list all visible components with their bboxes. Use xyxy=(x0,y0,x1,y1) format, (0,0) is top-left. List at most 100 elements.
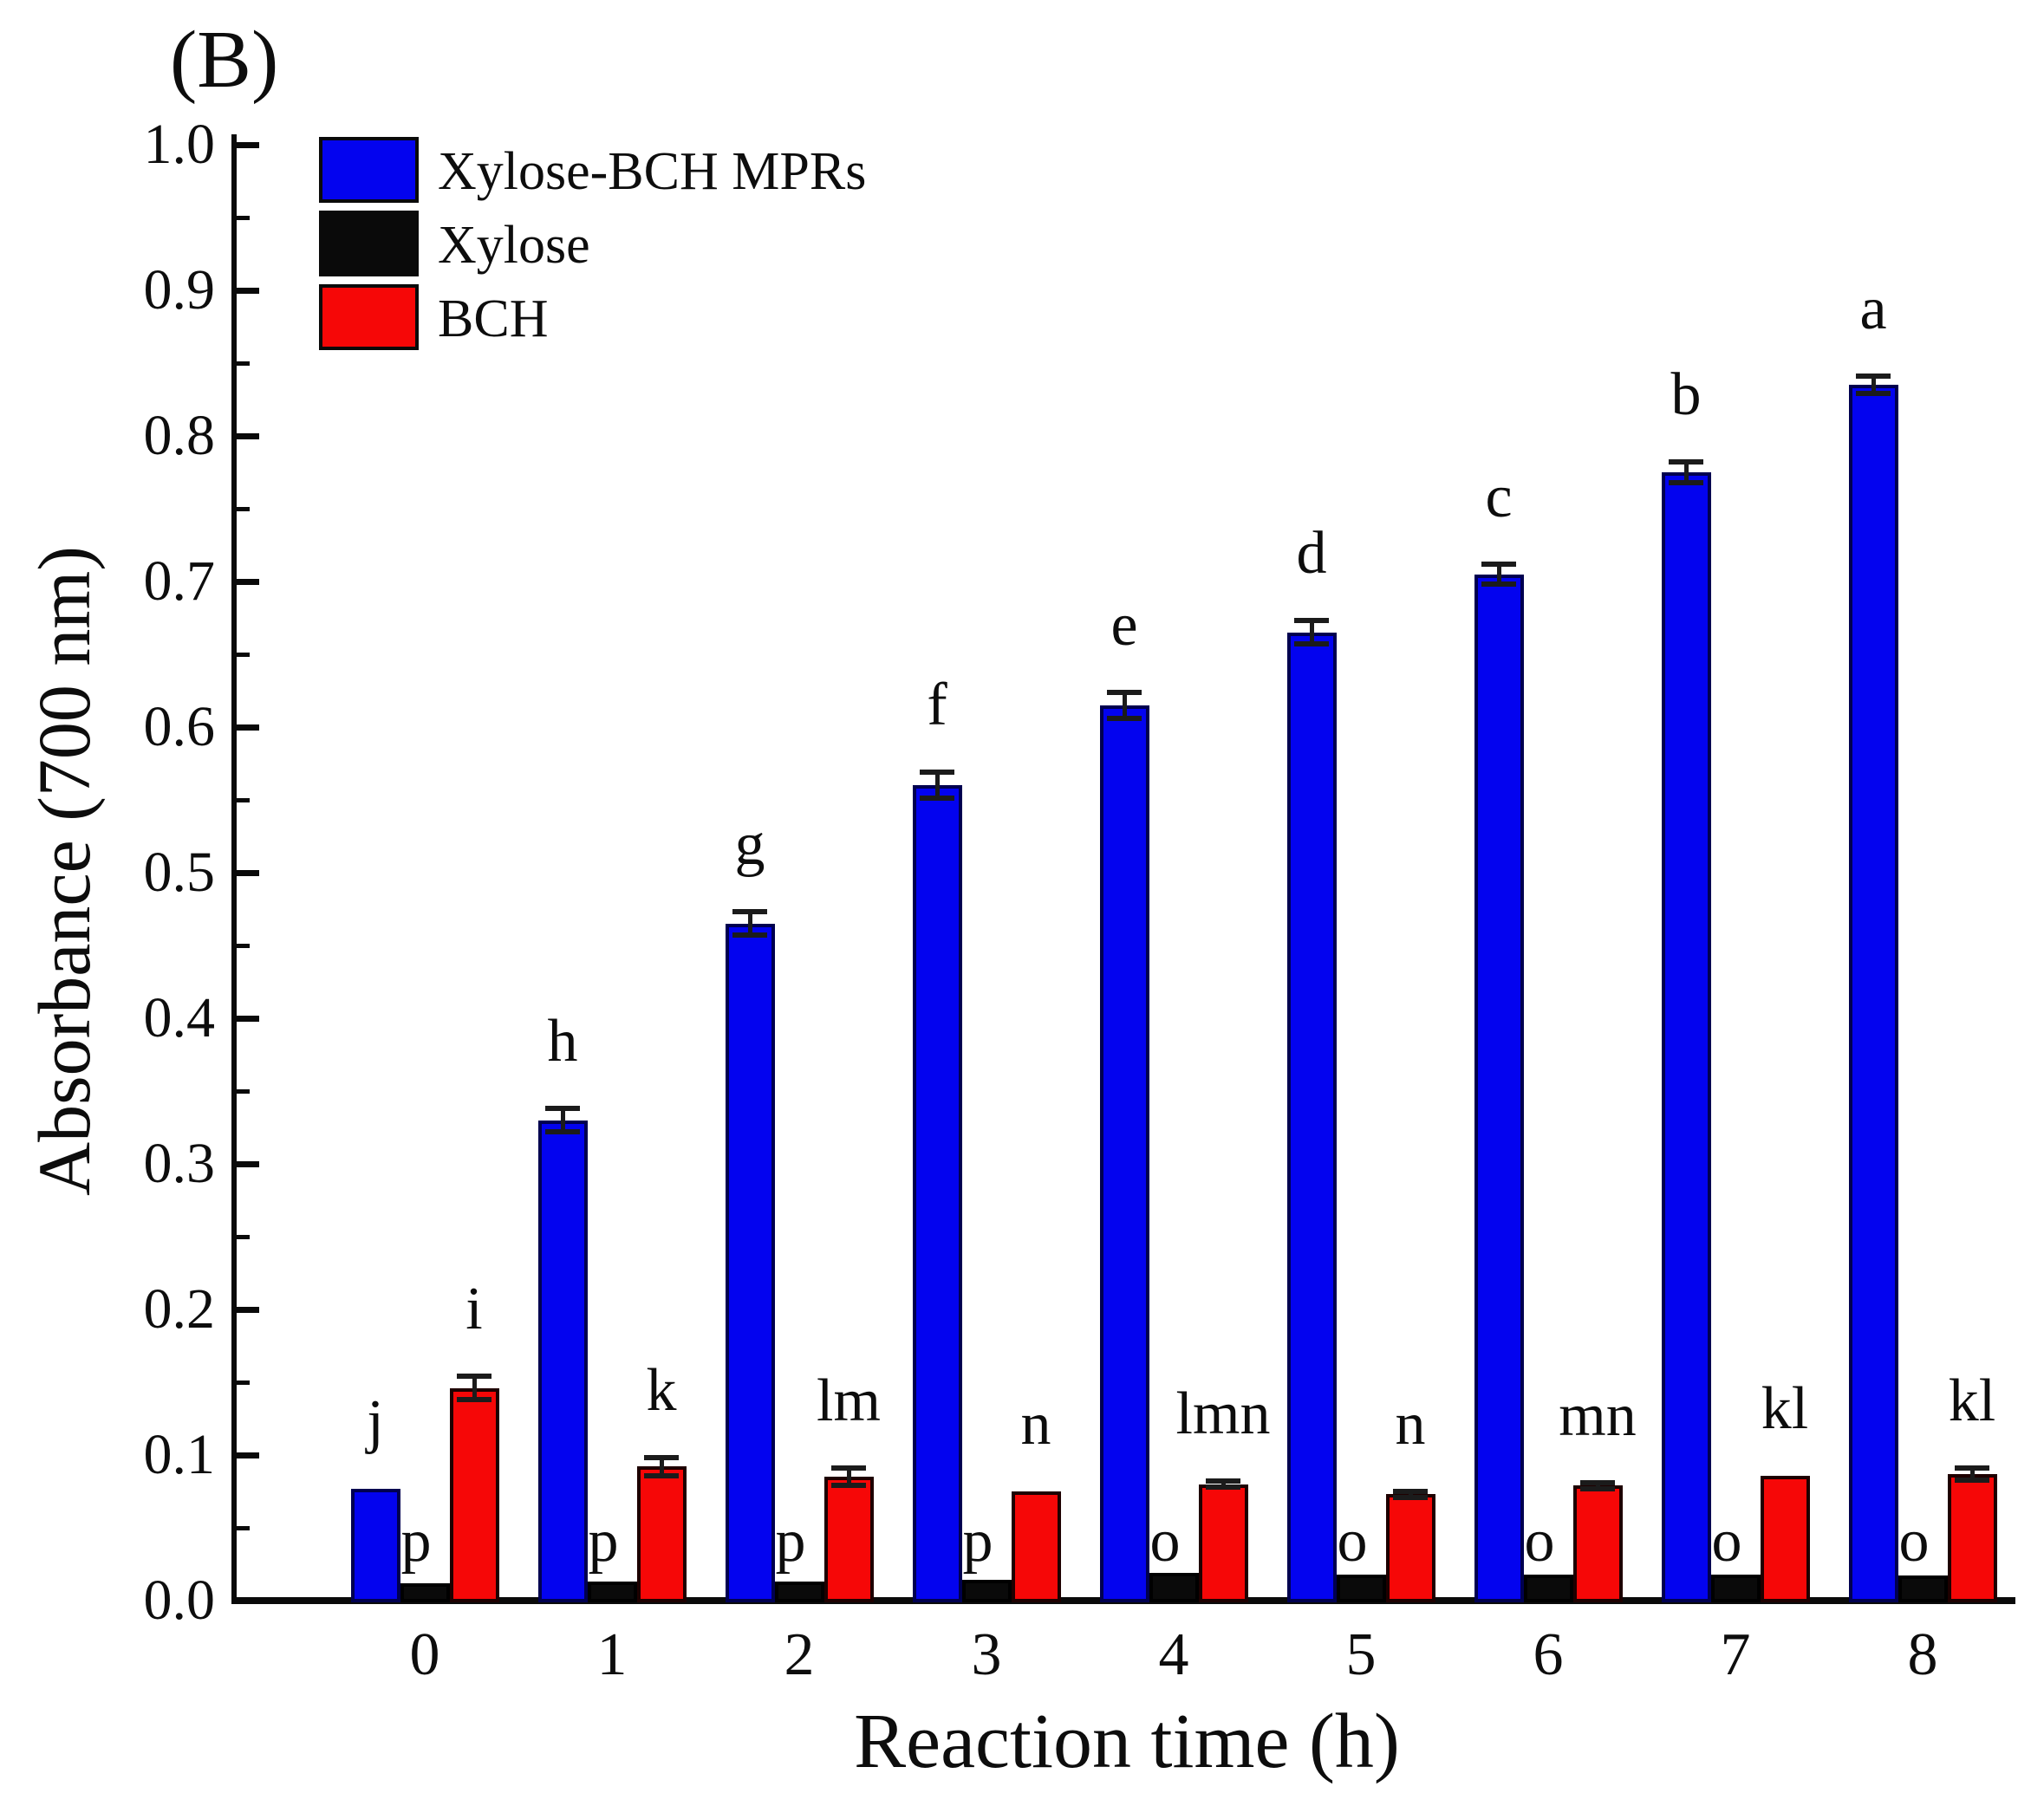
error-bar xyxy=(1496,563,1501,585)
error-bar-cap-bottom xyxy=(920,796,954,802)
y-axis-tick-label: 0.6 xyxy=(143,695,216,758)
y-axis-minor-tick xyxy=(237,215,250,220)
y-axis-major-tick xyxy=(237,1015,259,1022)
significance-letter: k xyxy=(646,1357,677,1425)
y-axis-minor-tick xyxy=(237,506,250,511)
error-bar-cap-bottom xyxy=(732,932,767,939)
y-axis-minor-tick xyxy=(237,652,250,657)
bar-bch-5 xyxy=(1386,1494,1435,1602)
bar-xylose-3 xyxy=(962,1580,1012,1602)
legend-label: Xylose xyxy=(438,216,590,275)
error-bar xyxy=(1595,1482,1600,1489)
y-axis-tick-label: 0.9 xyxy=(143,258,216,322)
bar-bch-1 xyxy=(637,1466,687,1602)
x-axis-tick-label: 7 xyxy=(1720,1621,1751,1688)
y-axis-tick-label: 0.7 xyxy=(143,549,216,613)
significance-letter: o xyxy=(1898,1508,1930,1575)
bar-bch-2 xyxy=(824,1477,874,1602)
bar-xylose-0 xyxy=(400,1583,450,1602)
error-bar xyxy=(1871,376,1876,394)
y-axis-tick-label: 0.8 xyxy=(143,404,216,467)
error-bar-cap-bottom xyxy=(1393,1494,1428,1500)
x-axis-label: Reaction time (h) xyxy=(854,1699,1400,1784)
bar-xylose-bch-mprs-4 xyxy=(1100,705,1149,1602)
bar-xylose-2 xyxy=(775,1582,824,1602)
error-bar xyxy=(846,1468,851,1486)
x-axis-tick-label: 8 xyxy=(1907,1621,1938,1688)
legend-swatch-xylose xyxy=(319,211,419,276)
significance-letter: kl xyxy=(1761,1374,1809,1442)
bar-xylose-6 xyxy=(1524,1575,1573,1602)
significance-letter: b xyxy=(1670,361,1702,429)
x-axis-tick-label: 5 xyxy=(1345,1621,1377,1688)
error-bar-cap-top xyxy=(1393,1489,1428,1494)
y-axis-major-tick xyxy=(237,141,259,148)
y-axis-minor-tick xyxy=(237,943,250,948)
x-axis-tick-label: 3 xyxy=(971,1621,1002,1688)
error-bar-cap-top xyxy=(831,1465,866,1471)
bar-xylose-bch-mprs-6 xyxy=(1474,575,1524,1602)
bar-xylose-bch-mprs-8 xyxy=(1849,385,1898,1602)
x-axis-tick-label: 0 xyxy=(409,1621,440,1688)
significance-letter: e xyxy=(1110,591,1138,659)
y-axis-minor-tick xyxy=(237,1234,250,1239)
error-bar-cap-top xyxy=(545,1106,580,1112)
significance-letter: f xyxy=(927,672,947,739)
error-bar-cap-bottom xyxy=(1294,641,1329,647)
panel-label: (B) xyxy=(170,15,279,105)
error-bar-cap-bottom xyxy=(545,1129,580,1135)
significance-letter: c xyxy=(1485,463,1513,530)
legend-swatch-bch xyxy=(319,284,419,350)
y-axis-major-tick xyxy=(237,869,259,876)
significance-letter: h xyxy=(547,1008,578,1075)
y-axis-major-tick xyxy=(237,287,259,294)
error-bar-cap-bottom xyxy=(457,1397,491,1403)
error-bar-cap-bottom xyxy=(644,1472,679,1478)
error-bar xyxy=(659,1458,664,1476)
bar-xylose-bch-mprs-3 xyxy=(913,785,962,1602)
error-bar-cap-bottom xyxy=(1481,581,1516,588)
legend-label: Xylose-BCH MPRs xyxy=(438,142,867,201)
significance-letter: g xyxy=(734,811,765,879)
error-bar xyxy=(747,912,752,936)
x-axis-tick-label: 2 xyxy=(784,1621,815,1688)
error-bar xyxy=(472,1376,477,1400)
bar-xylose-4 xyxy=(1149,1573,1199,1602)
error-bar-cap-top xyxy=(1206,1478,1240,1484)
error-bar xyxy=(934,772,940,799)
error-bar-cap-bottom xyxy=(1856,391,1891,397)
error-bar-cap-top xyxy=(1481,561,1516,567)
x-axis-tick-label: 1 xyxy=(596,1621,628,1688)
bar-bch-0 xyxy=(450,1388,499,1602)
bar-bch-8 xyxy=(1948,1474,1997,1602)
error-bar xyxy=(1408,1491,1413,1497)
y-axis-tick-label: 0.3 xyxy=(143,1132,216,1195)
y-axis-tick-label: 0.1 xyxy=(143,1423,216,1486)
error-bar xyxy=(1221,1481,1226,1487)
error-bar-cap-top xyxy=(1955,1465,1989,1471)
significance-letter: i xyxy=(465,1276,483,1343)
y-axis-minor-tick xyxy=(237,797,250,802)
significance-letter: p xyxy=(775,1508,806,1575)
error-bar-cap-top xyxy=(644,1455,679,1461)
significance-letter: a xyxy=(1859,276,1887,343)
error-bar-cap-bottom xyxy=(1580,1485,1615,1491)
bar-xylose-bch-mprs-5 xyxy=(1287,633,1337,1602)
y-axis-major-tick xyxy=(237,724,259,731)
error-bar-cap-top xyxy=(1669,459,1703,465)
y-axis-tick-label: 0.5 xyxy=(143,841,216,904)
significance-letter: p xyxy=(400,1508,432,1575)
error-bar xyxy=(1122,692,1127,718)
significance-letter: j xyxy=(367,1387,384,1455)
error-bar xyxy=(560,1108,565,1133)
bar-xylose-7 xyxy=(1711,1575,1761,1602)
y-axis-tick-label: 1.0 xyxy=(143,113,216,176)
significance-letter: d xyxy=(1296,520,1327,588)
error-bar-cap-top xyxy=(1580,1479,1615,1485)
bar-bch-3 xyxy=(1012,1491,1061,1602)
significance-letter: n xyxy=(1020,1391,1051,1458)
y-axis-major-tick xyxy=(237,1452,259,1458)
legend-label: BCH xyxy=(438,289,549,348)
error-bar-cap-top xyxy=(920,770,954,776)
